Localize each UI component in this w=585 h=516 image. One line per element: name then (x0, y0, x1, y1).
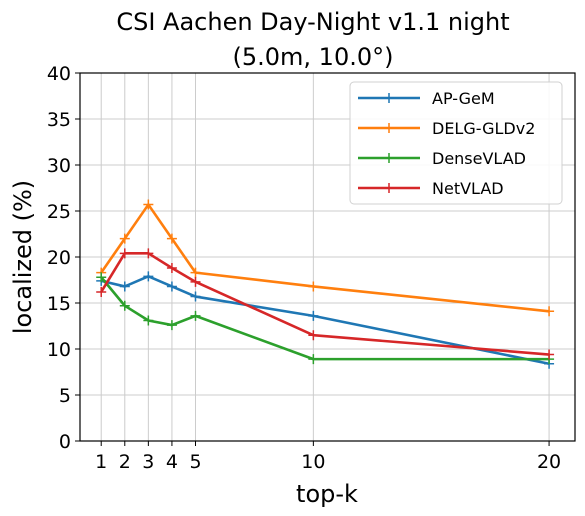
data-point-marker (308, 330, 319, 341)
y-tick-label: 15 (47, 293, 71, 315)
x-tick-label: 3 (142, 451, 154, 473)
data-point-marker (190, 267, 201, 278)
legend-label: AP-GeM (432, 89, 495, 108)
x-axis: 1 2 3 4 5 10 20 (95, 441, 561, 473)
x-tick-label: 4 (166, 451, 178, 473)
data-point-marker (166, 281, 177, 292)
y-tick-label: 0 (59, 431, 71, 453)
data-point-marker (308, 354, 319, 365)
data-point-marker (166, 320, 177, 331)
data-point-marker (119, 233, 130, 244)
data-point-marker (96, 286, 107, 297)
data-point-marker (119, 300, 130, 311)
data-point-marker (166, 233, 177, 244)
legend-label: NetVLAD (432, 179, 504, 198)
legend-box (349, 81, 563, 205)
data-point-marker (143, 248, 154, 259)
series-layer (96, 199, 555, 369)
y-axis: 0 5 10 15 20 25 30 35 40 (47, 63, 80, 453)
legend-marker (384, 93, 394, 103)
x-axis-label: top-k (296, 480, 358, 508)
data-point-marker (544, 306, 555, 317)
data-point-marker (190, 310, 201, 321)
x-tick-label: 1 (95, 451, 107, 473)
series-line (100, 203, 550, 313)
y-tick-label: 5 (59, 385, 71, 407)
x-tick-label: 5 (189, 451, 201, 473)
data-point-marker (190, 276, 201, 287)
y-tick-label: 25 (47, 201, 71, 223)
data-point-marker (308, 281, 319, 292)
data-point-marker (119, 248, 130, 259)
data-point-marker (143, 271, 154, 282)
y-tick-label: 10 (47, 339, 71, 361)
y-tick-label: 20 (47, 247, 71, 269)
legend: AP-GeM DELG-GLDv2 DenseVLAD NetVLAD (349, 81, 563, 205)
data-point-marker (96, 272, 107, 283)
data-point-marker (190, 291, 201, 302)
chart-title-line-1: CSI Aachen Day-Night v1.1 night (116, 8, 509, 36)
legend-marker (384, 153, 394, 163)
y-tick-label: 30 (47, 155, 71, 177)
data-point-marker (143, 315, 154, 326)
data-point-marker (143, 199, 154, 210)
x-tick-label: 20 (537, 451, 561, 473)
x-tick-label: 10 (301, 451, 325, 473)
x-tick-label: 2 (119, 451, 131, 473)
legend-label: DenseVLAD (432, 149, 526, 168)
legend-marker (384, 183, 394, 193)
chart-title-line-2: (5.0m, 10.0°) (233, 43, 394, 71)
legend-label: DELG-GLDv2 (432, 119, 535, 138)
y-tick-label: 40 (47, 63, 71, 85)
data-point-marker (119, 281, 130, 292)
series-line (100, 275, 550, 365)
data-point-marker (308, 310, 319, 321)
y-axis-label: localized (%) (9, 180, 37, 334)
legend-marker (384, 123, 394, 133)
y-tick-label: 35 (47, 109, 71, 131)
data-point-marker (166, 263, 177, 274)
data-point-marker (544, 349, 555, 360)
